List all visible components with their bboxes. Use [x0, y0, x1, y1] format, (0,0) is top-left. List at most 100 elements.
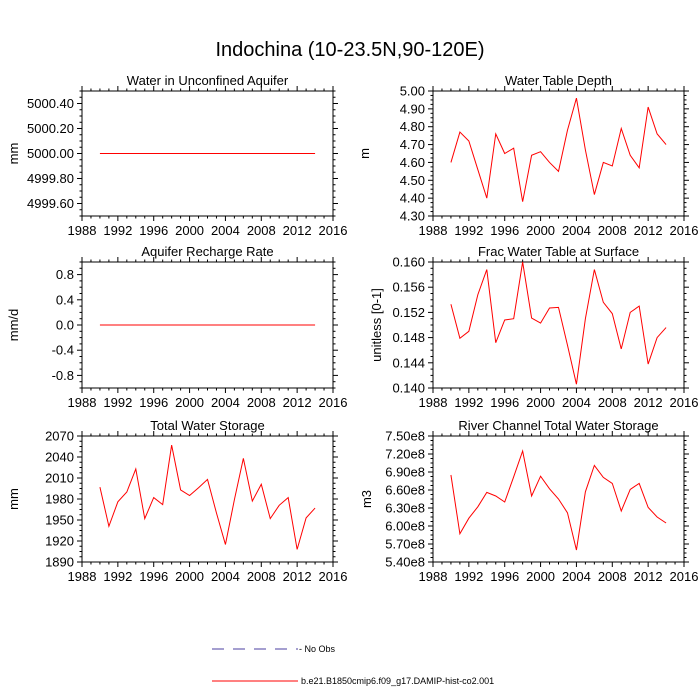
y-axis-label: unitless [0-1]	[369, 288, 384, 362]
x-tick-label: 1988	[419, 223, 448, 238]
x-tick-label: 2008	[598, 223, 627, 238]
y-tick-label: 4999.60	[27, 196, 74, 211]
x-tick-label: 2000	[175, 395, 204, 410]
x-tick-label: 2016	[319, 569, 348, 584]
x-tick-label: 1992	[454, 395, 483, 410]
x-tick-label: 2000	[175, 223, 204, 238]
x-tick-label: 2004	[562, 223, 591, 238]
x-tick-label: 1992	[103, 223, 132, 238]
plot-frame	[432, 90, 685, 217]
panel-1: Water in Unconfined Aquifer 1988 1992 1996 2…	[6, 73, 347, 238]
panel-2: Water Table Depth 1988 1992 1996 2000 2004 200…	[357, 73, 698, 238]
panel-title: Water in Unconfined Aquifer	[127, 73, 289, 88]
y-tick-label: 4.30	[400, 209, 425, 224]
x-tick-label: 1988	[68, 395, 97, 410]
legend-obs-label: - No Obs	[299, 644, 336, 654]
x-tick-label: 2004	[211, 395, 240, 410]
y-tick-label: 7.20e8	[385, 447, 425, 462]
y-tick-label: 1980	[45, 492, 74, 507]
series-line	[450, 449, 667, 551]
x-tick-label: 2008	[247, 395, 276, 410]
y-tick-label: 5.40e8	[385, 555, 425, 570]
y-tick-label: 5000.00	[27, 146, 74, 161]
y-tick-label: 0.148	[392, 330, 425, 345]
y-tick-label: 4.50	[400, 173, 425, 188]
x-tick-label: 2000	[526, 395, 555, 410]
panel-3: Aquifer Recharge Rate 1988 1992 1996 2000 200…	[6, 244, 347, 410]
x-tick-label: 2008	[247, 223, 276, 238]
y-axis-label: m3	[359, 490, 374, 508]
x-tick-label: 1988	[419, 569, 448, 584]
x-tick-label: 2012	[634, 395, 663, 410]
x-tick-label: 2016	[319, 223, 348, 238]
panel-6: River Channel Total Water Storage 1988 199…	[359, 418, 698, 584]
y-tick-label: 7.50e8	[385, 429, 425, 444]
y-tick-label: 0.4	[56, 292, 74, 307]
y-tick-label: -0.8	[52, 368, 74, 383]
series-line	[99, 445, 316, 550]
x-tick-label: 2016	[670, 395, 699, 410]
x-tick-label: 2008	[598, 569, 627, 584]
y-tick-label: 0.140	[392, 381, 425, 396]
x-tick-label: 1996	[139, 395, 168, 410]
legend-model-label: b.e21.B1850cmip6.f09_g17.DAMIP-hist-co2.…	[301, 676, 494, 686]
y-tick-label: 4999.80	[27, 171, 74, 186]
x-tick-label: 2008	[598, 395, 627, 410]
x-tick-label: 2008	[247, 569, 276, 584]
x-tick-label: 2016	[670, 223, 699, 238]
x-tick-label: 1988	[68, 569, 97, 584]
y-tick-label: 6.30e8	[385, 501, 425, 516]
panel-title: Frac Water Table at Surface	[478, 244, 639, 259]
y-axis-label: mm	[6, 143, 21, 165]
x-tick-label: 2012	[634, 223, 663, 238]
panel-5: Total Water Storage 1988 1992 1996 2000 2004 2…	[6, 418, 347, 584]
y-tick-label: 6.00e8	[385, 519, 425, 534]
x-tick-label: 2004	[562, 569, 591, 584]
y-axis-label: m	[357, 148, 372, 159]
y-axis-label: mm	[6, 488, 21, 510]
y-axis-label: mm/d	[6, 309, 21, 342]
y-tick-label: 0.152	[392, 305, 425, 320]
y-tick-label: 1950	[45, 513, 74, 528]
panel-title: Total Water Storage	[150, 418, 264, 433]
x-tick-label: 1992	[454, 223, 483, 238]
y-tick-label: 5.00	[400, 84, 425, 99]
legend: - No Obs b.e21.B1850cmip6.f09_g17.DAMIP-…	[212, 644, 494, 686]
y-tick-label: 5.70e8	[385, 537, 425, 552]
x-tick-label: 1996	[139, 223, 168, 238]
y-tick-label: 6.90e8	[385, 465, 425, 480]
x-tick-label: 2004	[211, 223, 240, 238]
series-line	[450, 261, 667, 385]
series-line	[450, 98, 667, 202]
y-tick-label: 2040	[45, 450, 74, 465]
y-tick-label: 4.60	[400, 155, 425, 170]
panels: Water in Unconfined Aquifer 1988 1992 1996 2…	[6, 73, 698, 584]
panel-title: Water Table Depth	[505, 73, 612, 88]
x-tick-label: 2000	[526, 569, 555, 584]
y-tick-label: 2070	[45, 429, 74, 444]
y-tick-label: 4.90	[400, 101, 425, 116]
y-tick-label: 0.144	[392, 355, 425, 370]
x-tick-label: 2012	[283, 569, 312, 584]
x-tick-label: 2012	[634, 569, 663, 584]
y-tick-label: 0.156	[392, 280, 425, 295]
y-tick-label: 4.40	[400, 191, 425, 206]
x-tick-label: 1992	[454, 569, 483, 584]
x-tick-label: 2004	[562, 395, 591, 410]
y-tick-label: 1890	[45, 555, 74, 570]
panel-4: Frac Water Table at Surface 1988 1992 1996 2…	[369, 244, 698, 410]
x-tick-label: 1996	[490, 569, 519, 584]
y-tick-label: 6.60e8	[385, 483, 425, 498]
y-tick-label: 2010	[45, 471, 74, 486]
plot-frame	[81, 435, 334, 563]
y-tick-label: 5000.20	[27, 121, 74, 136]
x-tick-label: 1992	[103, 395, 132, 410]
panel-title: Aquifer Recharge Rate	[141, 244, 273, 259]
x-tick-label: 2012	[283, 223, 312, 238]
x-tick-label: 1996	[490, 395, 519, 410]
y-tick-label: 5000.40	[27, 96, 74, 111]
x-tick-label: 2016	[319, 395, 348, 410]
panel-title: River Channel Total Water Storage	[458, 418, 658, 433]
x-tick-label: 2000	[175, 569, 204, 584]
